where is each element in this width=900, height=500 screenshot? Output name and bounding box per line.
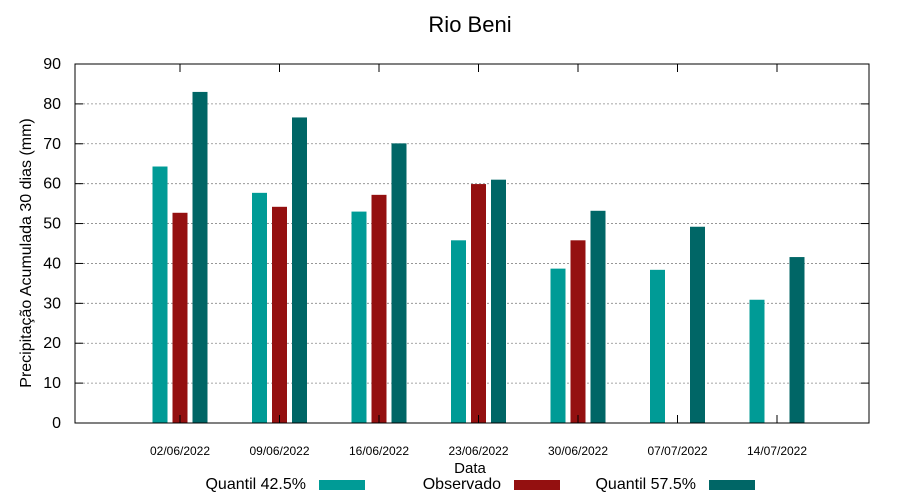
y-axis-label: Precipitação Acumulada 30 dias (mm)	[18, 118, 35, 387]
bar-quantil-57-5	[292, 117, 307, 423]
legend-swatch	[514, 480, 560, 490]
bar-quantil-42-5	[550, 268, 566, 423]
bar-quantil-42-5	[252, 192, 267, 423]
x-tick-label: 14/07/2022	[747, 444, 807, 458]
bar-quantil-57-5	[690, 226, 705, 423]
y-tick-label: 80	[43, 96, 61, 113]
bar-quantil-57-5	[590, 210, 606, 423]
bar-quantil-57-5	[192, 91, 208, 423]
x-axis-label: Data	[454, 460, 486, 477]
bar-quantil-57-5	[391, 143, 407, 423]
legend-swatch	[709, 480, 755, 490]
bar-quantil-57-5	[491, 179, 506, 423]
bar-quantil-42-5	[650, 269, 665, 423]
y-tick-label: 50	[43, 216, 61, 233]
legend-label: Observado	[423, 476, 501, 493]
bar-quantil-42-5	[152, 166, 168, 423]
legend-label: Quantil 42.5%	[205, 476, 306, 493]
x-tick-label: 07/07/2022	[647, 444, 707, 458]
legend-label: Quantil 57.5%	[595, 476, 696, 493]
y-tick-label: 10	[43, 375, 61, 392]
x-tick-label: 09/06/2022	[249, 444, 309, 458]
y-axis-ticks: 0 10 20 30 40 50 60 70 80 90	[43, 56, 869, 432]
y-tick-label: 60	[43, 176, 61, 193]
x-axis-ticks: 02/06/2022 09/06/2022 16/06/2022 23/06/2022…	[150, 64, 807, 458]
bar-observado	[172, 212, 188, 423]
y-tick-label: 90	[43, 56, 61, 73]
chart-title: Rio Beni	[428, 12, 511, 37]
bar-observado	[570, 240, 586, 423]
y-tick-label: 30	[43, 295, 61, 312]
bar-quantil-42-5	[451, 240, 466, 423]
bar-observado	[371, 194, 387, 423]
bar-quantil-42-5	[749, 299, 765, 423]
legend: Quantil 42.5% Observado Quantil 57.5%	[205, 476, 755, 493]
x-tick-label: 30/06/2022	[548, 444, 608, 458]
y-tick-label: 20	[43, 335, 61, 352]
x-tick-label: 02/06/2022	[150, 444, 210, 458]
legend-swatch	[319, 480, 365, 490]
bar-observado	[272, 206, 287, 423]
y-tick-label: 40	[43, 255, 61, 272]
plot-area-frame	[74, 63, 870, 424]
bar-quantil-42-5	[351, 211, 367, 423]
y-tick-label: 0	[52, 415, 61, 432]
bar-quantil-57-5	[789, 257, 805, 423]
x-tick-label: 23/06/2022	[448, 444, 508, 458]
bars	[152, 91, 805, 423]
y-tick-label: 70	[43, 136, 61, 153]
x-tick-label: 16/06/2022	[349, 444, 409, 458]
bar-observado	[471, 184, 486, 423]
